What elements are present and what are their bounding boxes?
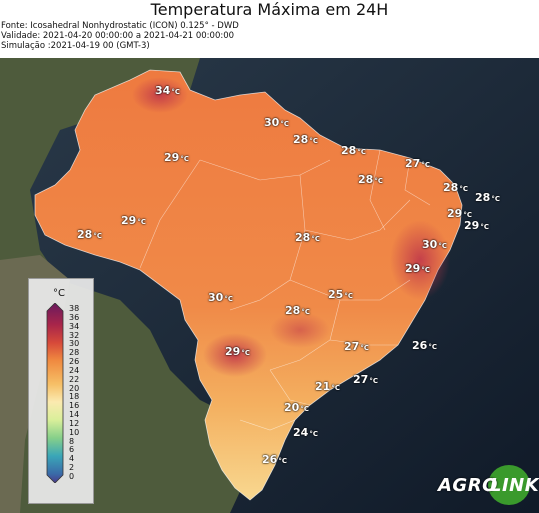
temp-label: 30°C [422,238,447,251]
brazil-region [34,69,463,501]
legend-tick-label: 4 [69,454,75,464]
temp-label: 27°C [353,373,378,386]
logo-circle [488,465,530,505]
hotspot-east [390,220,450,300]
map-title: Temperatura Máxima em 24H [150,0,389,19]
legend-tick-label: 24 [69,365,80,375]
legend-tick-label: 26 [69,357,80,367]
temp-label: 28°C [341,144,366,157]
temp-label: 25°C [328,288,353,301]
logo-agro-text: AGRO [438,475,498,496]
temp-label: 21°C [315,380,340,393]
source-line: Fonte: Icosahedral Nonhydrostatic (ICON)… [1,21,239,31]
temp-label: 29°C [121,214,146,227]
hotspot-southwest [203,333,267,377]
temp-label: 28°C [285,304,310,317]
temp-label: 29°C [464,219,489,232]
hotspot-center [270,312,330,348]
temp-label: 28°C [295,231,320,244]
legend-tick-label: 38 [69,304,80,313]
agrolink-logo: AGRO LINK [436,463,539,505]
temp-label: 29°C [225,345,250,358]
temp-label: 24°C [293,426,318,439]
legend-tick-label: 28 [69,348,80,358]
legend-tick-label: 14 [69,410,80,420]
legend-tick-label: 16 [69,401,80,411]
temp-label: 30°C [264,116,289,129]
state-borders [139,149,431,431]
temp-label: 26°C [412,339,437,352]
legend-tick-label: 8 [69,436,75,446]
legend-unit: °C [53,288,65,299]
temp-label: 29°C [447,207,472,220]
logo-link-text: LINK [490,475,539,496]
temp-label: 27°C [344,340,369,353]
legend-tick-label: 10 [69,427,80,437]
legend-tick-label: 2 [69,463,75,473]
temp-label: 28°C [77,228,102,241]
temp-label: 29°C [405,262,430,275]
temperature-legend: °C 38 36 34 32 30 28 26 24 22 20 18 16 14 12 10 8 6 4 2 0 [28,278,94,504]
legend-tick-label: 22 [69,374,80,384]
temp-label: 28°C [443,181,468,194]
temp-label: 27°C [405,157,430,170]
temp-label: 28°C [475,191,500,204]
validity-line: Validade: 2021-04-20 00:00:00 a 2021-04-… [1,31,235,41]
temp-label: 28°C [358,173,383,186]
temp-label: 29°C [164,151,189,164]
temp-label: 30°C [208,291,233,304]
hotspot-north [132,77,188,113]
legend-tick-label: 18 [69,392,80,402]
legend-colorbar [46,303,64,483]
legend-tick-label: 32 [69,330,80,340]
legend-tick-label: 36 [69,312,80,322]
temperature-map: 34°C 30°C 28°C 28°C 27°C 29°C 28°C 28°C … [0,58,539,513]
temp-label: 28°C [293,133,318,146]
legend-tick-label: 12 [69,418,80,428]
legend-tick-label: 34 [69,321,80,331]
simulation-line: Simulação :2021-04-19 00 (GMT-3) [1,41,150,51]
legend-tick-label: 6 [69,445,75,455]
legend-tick-label: 30 [69,339,80,349]
temp-label: 26°C [262,453,287,466]
temp-label: 20°C [284,401,309,414]
temp-label: 34°C [155,84,180,97]
legend-tick-label: 0 [69,472,75,481]
legend-tick-label: 20 [69,383,80,393]
